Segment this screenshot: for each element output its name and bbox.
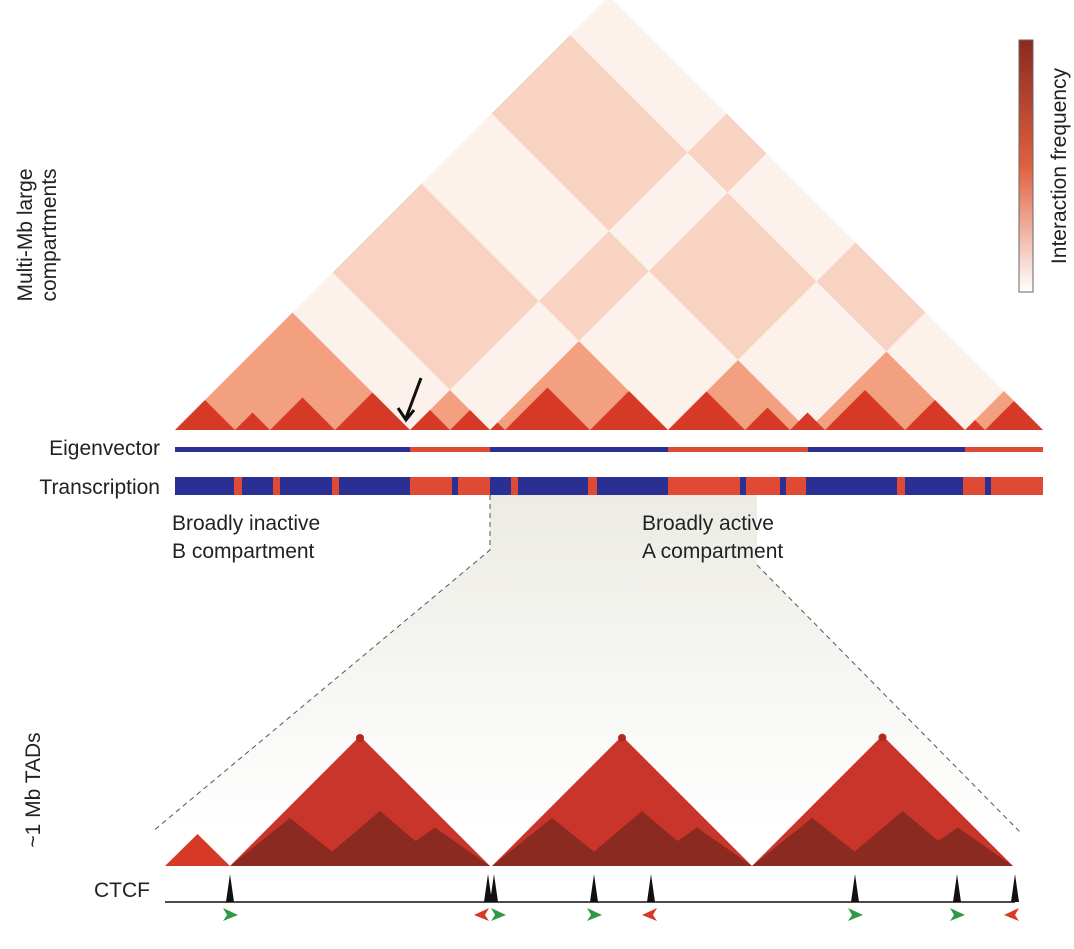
arrow <box>396 377 423 423</box>
tad <box>505 387 590 430</box>
heat-cell <box>539 231 649 341</box>
heat-cell <box>570 0 727 153</box>
ctcf-peak <box>226 874 234 902</box>
heat-cell <box>421 113 609 301</box>
tads <box>165 733 1019 921</box>
ctcf-motif <box>950 908 965 921</box>
heat-cell <box>579 271 738 430</box>
heat-cell <box>687 113 767 193</box>
heat-cell <box>175 312 410 430</box>
tad <box>745 407 790 430</box>
transcription-active <box>511 477 518 495</box>
heat-cell <box>609 152 728 271</box>
ctcf-motif <box>587 908 602 921</box>
transcription-active <box>458 477 490 495</box>
eigenvector <box>175 447 1043 452</box>
ctcf-peak <box>484 874 492 902</box>
tad <box>380 827 490 866</box>
tad <box>492 818 612 866</box>
heatmap <box>175 0 1043 430</box>
legend-label: Interaction frequency <box>1048 67 1071 264</box>
loop-anchor <box>356 734 364 742</box>
transcription-active <box>668 477 740 495</box>
eigenvector-a <box>668 447 808 452</box>
transcription-active <box>786 477 806 495</box>
heat-cell <box>738 281 887 430</box>
annotation: A compartment <box>642 540 783 563</box>
eigenvector-a <box>965 447 1043 452</box>
ctcf-motif <box>642 908 657 921</box>
ctcf-peak <box>953 874 961 902</box>
track-label: Eigenvector <box>49 437 160 460</box>
ctcf-motif <box>223 908 238 921</box>
tad <box>790 412 825 430</box>
tad <box>235 412 270 430</box>
transcription-active <box>746 477 780 495</box>
tad <box>905 400 965 430</box>
transcription-active <box>588 477 597 495</box>
track-label: CTCF <box>94 879 150 902</box>
tad <box>270 397 335 430</box>
tad <box>490 422 505 430</box>
tad <box>902 827 1013 866</box>
tad <box>410 410 450 430</box>
annotation: Broadly inactive <box>172 512 320 535</box>
loop-anchor <box>618 734 626 742</box>
tracks <box>175 447 1043 495</box>
tad <box>752 817 873 866</box>
ctcf-motif <box>1004 908 1019 921</box>
loop-anchor <box>878 733 887 742</box>
heat-cell <box>450 301 579 430</box>
heat-cell <box>491 35 688 231</box>
ctcf-peak <box>590 874 598 902</box>
tad <box>175 400 235 430</box>
zoom-lines <box>151 495 1021 833</box>
ctcf-peak <box>1011 874 1019 902</box>
tad <box>335 392 410 430</box>
ctcf-motif <box>491 908 506 921</box>
tad <box>985 401 1043 430</box>
transcription-active <box>963 477 985 495</box>
ctcf-motif <box>474 908 489 921</box>
heat-cell <box>332 183 539 390</box>
tad <box>642 827 752 866</box>
tad <box>590 391 668 430</box>
annotation: Broadly active <box>642 512 774 535</box>
ctcf-motif <box>848 908 863 921</box>
tad <box>825 390 905 430</box>
axis-label: compartments <box>38 168 61 301</box>
transcription-active <box>273 477 280 495</box>
ctcf-peak <box>647 874 655 902</box>
heat-cell <box>649 192 817 360</box>
transcription-active <box>234 477 242 495</box>
tad <box>165 834 230 866</box>
axis-label: ~1 Mb TADs <box>22 732 45 847</box>
legend-bar <box>1018 39 1034 293</box>
transcription-active <box>897 477 905 495</box>
transcription-active <box>991 477 1043 495</box>
heat-cell <box>816 242 926 352</box>
heat-cell <box>886 312 1004 430</box>
heat-cell <box>292 272 450 430</box>
transcription-active <box>332 477 339 495</box>
transcription <box>175 477 1043 495</box>
ctcf-peak <box>851 874 859 902</box>
heat-cell <box>727 153 856 282</box>
ctcf-peak <box>490 874 498 902</box>
track-label: Transcription <box>39 476 160 499</box>
eigenvector-a <box>410 447 490 452</box>
annotation: B compartment <box>172 540 315 563</box>
tad <box>965 420 985 430</box>
tad <box>668 391 745 430</box>
axis-label: Multi-Mb large <box>14 168 37 301</box>
tad <box>450 410 490 430</box>
transcription-active <box>410 477 452 495</box>
tad <box>230 818 350 866</box>
